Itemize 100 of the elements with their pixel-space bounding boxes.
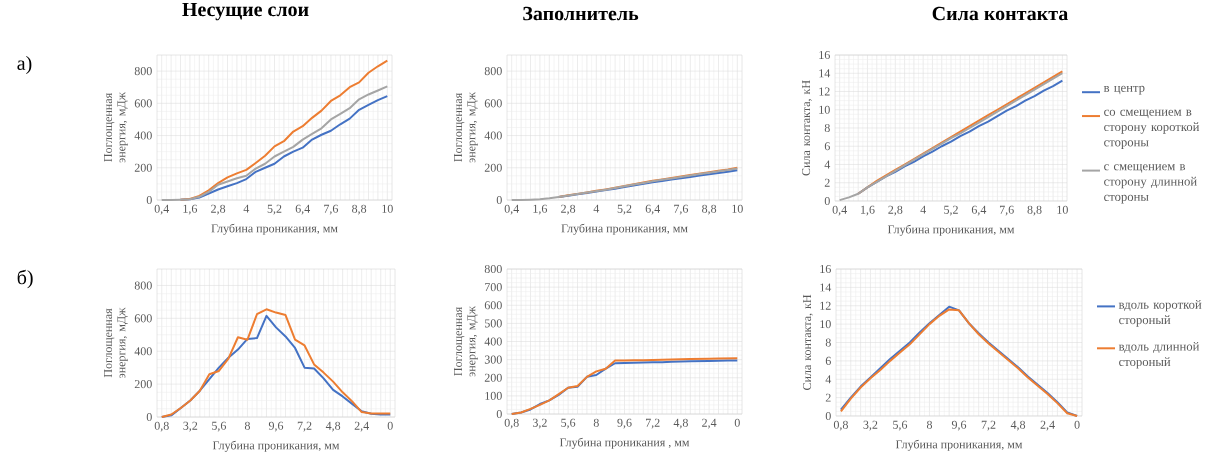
x-tick-label: 4: [920, 205, 926, 214]
y-tick-label: 12: [820, 301, 831, 310]
y-tick-label: 0: [496, 195, 502, 205]
y-tick-label: 800: [484, 67, 502, 76]
x-tick-label: 10: [1057, 205, 1068, 214]
y-tick-label: 4: [825, 375, 832, 384]
x-tick-label: 8,8: [1027, 205, 1042, 216]
chart-title: Заполнитель: [523, 6, 639, 21]
y-tick-label: 0: [146, 195, 152, 205]
y-tick-label: 700: [485, 283, 502, 292]
x-tick-label: 7,6: [324, 204, 339, 215]
x-tick-label: 0,4: [832, 205, 847, 216]
x-axis-title: Глубина проникания, мм: [887, 224, 1015, 236]
legend-label: со смещением в сторону короткой стороны: [1104, 109, 1200, 149]
x-tick-label: 9,6: [617, 418, 632, 429]
legend-label: в центр: [1103, 85, 1145, 95]
x-tick-label: 0: [1074, 420, 1080, 429]
x-tick-label: 7,2: [981, 420, 996, 431]
x-tick-label: 3,2: [532, 418, 547, 429]
x-tick-label: 7,6: [999, 205, 1014, 216]
x-tick-label: 2,8: [561, 204, 576, 215]
x-tick-label: 2,4: [354, 421, 369, 432]
x-tick-label: 7,2: [646, 418, 660, 429]
y-tick-label: 400: [134, 131, 152, 140]
y-axis-title: Сила контакта, кН: [802, 80, 812, 176]
y-tick-label: 400: [134, 347, 152, 356]
y-tick-label: 400: [484, 337, 502, 346]
x-tick-label: 7,2: [297, 421, 312, 432]
x-tick-label: 2,8: [888, 205, 903, 216]
x-tick-label: 5,6: [561, 418, 576, 429]
x-tick-label: 8,8: [702, 204, 717, 215]
x-tick-label: 7,6: [674, 204, 689, 215]
x-tick-label: 2,4: [1040, 420, 1055, 431]
x-tick-label: 0,4: [154, 204, 170, 215]
y-tick-label: 2: [824, 178, 830, 187]
x-axis-title: Глубина проникания, мм: [561, 223, 688, 235]
y-tick-label: 10: [819, 105, 830, 114]
y-axis-title: Поглощенная энергия, мДж: [104, 92, 128, 163]
x-tick-label: 0,8: [504, 418, 519, 429]
y-tick-label: 8: [825, 338, 831, 347]
chart-title: Несущие слои: [182, 2, 309, 21]
y-tick-label: 16: [819, 50, 830, 60]
y-tick-label: 10: [820, 320, 831, 329]
x-tick-label: 5,2: [267, 204, 282, 215]
x-tick-label: 5,2: [617, 204, 632, 215]
x-tick-label: 3,2: [183, 421, 198, 432]
x-tick-label: 0,8: [154, 421, 169, 432]
legend-label: с смещением в сторону длинной стороны: [1104, 164, 1197, 204]
y-tick-label: 200: [484, 163, 502, 172]
y-tick-label: 200: [484, 373, 502, 382]
y-tick-label: 2: [825, 393, 831, 402]
chart-title: Сила контакта: [932, 6, 1068, 21]
y-tick-label: 16: [820, 264, 831, 274]
x-tick-label: 8: [926, 420, 933, 429]
y-tick-label: 14: [820, 283, 832, 292]
y-tick-label: 100: [485, 391, 502, 400]
x-axis-title: Глубина проникания, мм: [212, 440, 340, 452]
y-tick-label: 600: [134, 99, 152, 108]
x-tick-label: 1,6: [183, 204, 198, 215]
x-tick-label: 0: [387, 421, 393, 430]
y-tick-label: 600: [134, 314, 152, 323]
x-tick-label: 4: [593, 204, 600, 213]
x-tick-label: 8,8: [352, 204, 367, 215]
y-axis-title: Поглощенная энергия, мДж: [104, 307, 128, 379]
y-tick-label: 200: [134, 380, 152, 389]
x-tick-label: 10: [382, 204, 393, 213]
x-tick-label: 0: [734, 418, 740, 427]
x-tick-label: 1,6: [533, 204, 548, 215]
x-tick-label: 8: [593, 418, 599, 427]
y-tick-label: 12: [819, 87, 830, 96]
y-tick-label: 0: [824, 196, 830, 206]
x-tick-label: 5,6: [212, 421, 227, 432]
y-tick-label: 14: [819, 69, 831, 78]
x-tick-label: 2,8: [211, 204, 226, 215]
x-tick-label: 4,8: [673, 418, 688, 429]
x-tick-label: 0,4: [504, 204, 520, 215]
y-tick-label: 800: [134, 67, 152, 76]
x-tick-label: 4,8: [325, 421, 341, 432]
y-tick-label: 300: [484, 355, 502, 364]
y-axis-title: Сила контакта, кН: [803, 294, 813, 390]
text: а): [17, 55, 32, 75]
x-tick-label: 9,6: [268, 421, 284, 432]
y-tick-label: 6: [824, 142, 830, 151]
x-tick-label: 10: [732, 204, 743, 213]
x-tick-label: 4: [243, 204, 250, 213]
x-tick-label: 1,6: [861, 205, 875, 216]
y-tick-label: 4: [824, 160, 831, 169]
y-tick-label: 600: [484, 301, 502, 310]
y-tick-label: 400: [484, 131, 502, 140]
x-tick-label: 4,8: [1010, 420, 1026, 431]
text: б): [17, 269, 33, 289]
x-tick-label: 6,4: [295, 204, 311, 215]
y-tick-label: 0: [496, 409, 502, 419]
y-axis-title: Поглощенная энергия, мДж: [454, 92, 478, 163]
x-tick-label: 9,6: [951, 420, 967, 431]
y-tick-label: 600: [484, 99, 502, 108]
y-tick-label: 8: [824, 123, 830, 133]
x-tick-label: 2,4: [702, 418, 717, 429]
x-tick-label: 5,2: [944, 205, 958, 216]
x-tick-label: 3,2: [863, 420, 878, 431]
